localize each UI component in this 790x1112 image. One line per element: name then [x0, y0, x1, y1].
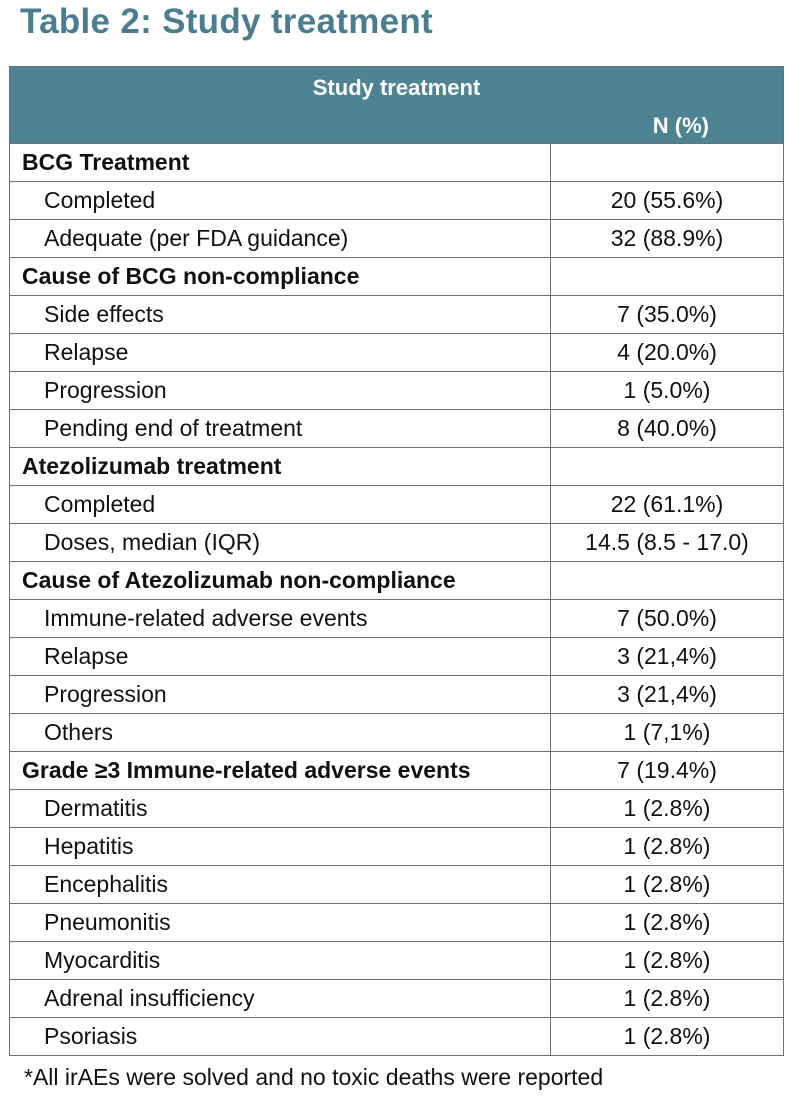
row-value — [550, 257, 784, 296]
table-row: Psoriasis 1 (2.8%) — [9, 1017, 784, 1056]
row-label: Doses, median (IQR) — [9, 523, 551, 562]
row-label: Hepatitis — [9, 827, 551, 866]
row-value: 1 (2.8%) — [550, 865, 784, 904]
row-value: 22 (61.1%) — [550, 485, 784, 524]
table-row: Progression 3 (21,4%) — [9, 675, 784, 714]
table-section-row: Cause of Atezolizumab non-compliance — [9, 561, 784, 600]
row-value: 1 (7,1%) — [550, 713, 784, 752]
section-label: Cause of BCG non-compliance — [9, 257, 551, 296]
row-value: 3 (21,4%) — [550, 675, 784, 714]
table-row: Pending end of treatment 8 (40.0%) — [9, 409, 784, 448]
row-value: 7 (19.4%) — [550, 751, 784, 790]
row-value — [550, 561, 784, 600]
row-value: 7 (50.0%) — [550, 599, 784, 638]
table-row: Pneumonitis 1 (2.8%) — [9, 903, 784, 942]
row-value: 1 (2.8%) — [550, 789, 784, 828]
table-row: Progression 1 (5.0%) — [9, 371, 784, 410]
table-row: Immune-related adverse events 7 (50.0%) — [9, 599, 784, 638]
table-row: Relapse 4 (20.0%) — [9, 333, 784, 372]
row-label: Dermatitis — [9, 789, 551, 828]
page-title: Table 2: Study treatment — [20, 2, 434, 41]
section-label: Grade ≥3 Immune-related adverse events — [9, 751, 551, 790]
row-label: Encephalitis — [9, 865, 551, 904]
row-value: 1 (2.8%) — [550, 941, 784, 980]
table-row: Adrenal insufficiency 1 (2.8%) — [9, 979, 784, 1018]
table-row: Relapse 3 (21,4%) — [9, 637, 784, 676]
table-section-row: Cause of BCG non-compliance — [9, 257, 784, 296]
row-value: 1 (2.8%) — [550, 827, 784, 866]
row-value: 20 (55.6%) — [550, 181, 784, 220]
table-section-row: BCG Treatment — [9, 143, 784, 182]
section-label: BCG Treatment — [9, 143, 551, 182]
row-label: Psoriasis — [9, 1017, 551, 1056]
row-label: Completed — [9, 181, 551, 220]
table-row: Myocarditis 1 (2.8%) — [9, 941, 784, 980]
table-header-n-percent: N (%) — [652, 113, 709, 138]
row-label: Completed — [9, 485, 551, 524]
row-label: Myocarditis — [9, 941, 551, 980]
row-value: 4 (20.0%) — [550, 333, 784, 372]
row-value: 32 (88.9%) — [550, 219, 784, 258]
row-label: Pending end of treatment — [9, 409, 551, 448]
table-row: Others 1 (7,1%) — [9, 713, 784, 752]
row-value: 1 (2.8%) — [550, 903, 784, 942]
section-label: Cause of Atezolizumab non-compliance — [9, 561, 551, 600]
row-label: Progression — [9, 675, 551, 714]
table-header-cell: Study treatment N (%) — [9, 66, 784, 144]
section-label: Atezolizumab treatment — [9, 447, 551, 486]
row-label: Progression — [9, 371, 551, 410]
table-row: Completed 22 (61.1%) — [9, 485, 784, 524]
row-label: Side effects — [9, 295, 551, 334]
table-header-row: Study treatment N (%) — [9, 66, 784, 144]
table-header-title: Study treatment — [312, 75, 481, 100]
table-row: Dermatitis 1 (2.8%) — [9, 789, 784, 828]
row-value — [550, 143, 784, 182]
table-footnote: *All irAEs were solved and no toxic deat… — [24, 1064, 604, 1090]
row-label: Immune-related adverse events — [9, 599, 551, 638]
table-row: Adequate (per FDA guidance) 32 (88.9%) — [9, 219, 784, 258]
row-value: 14.5 (8.5 - 17.0) — [550, 523, 784, 562]
table-row: Encephalitis 1 (2.8%) — [9, 865, 784, 904]
table-row: Doses, median (IQR) 14.5 (8.5 - 17.0) — [9, 523, 784, 562]
row-value: 1 (2.8%) — [550, 979, 784, 1018]
table-section-row: Grade ≥3 Immune-related adverse events 7 … — [9, 751, 784, 790]
row-label: Relapse — [9, 637, 551, 676]
row-value: 1 (5.0%) — [550, 371, 784, 410]
row-label: Pneumonitis — [9, 903, 551, 942]
table-section-row: Atezolizumab treatment — [9, 447, 784, 486]
row-value: 8 (40.0%) — [550, 409, 784, 448]
row-label: Adrenal insufficiency — [9, 979, 551, 1018]
row-value: 3 (21,4%) — [550, 637, 784, 676]
row-label: Others — [9, 713, 551, 752]
table-row: Completed 20 (55.6%) — [9, 181, 784, 220]
row-label: Relapse — [9, 333, 551, 372]
row-value: 1 (2.8%) — [550, 1017, 784, 1056]
row-value — [550, 447, 784, 486]
row-label: Adequate (per FDA guidance) — [9, 219, 551, 258]
table-row: Side effects 7 (35.0%) — [9, 295, 784, 334]
study-treatment-table: Study treatment N (%) BCG Treatment Compl… — [9, 66, 784, 1056]
row-value: 7 (35.0%) — [550, 295, 784, 334]
table-row: Hepatitis 1 (2.8%) — [9, 827, 784, 866]
